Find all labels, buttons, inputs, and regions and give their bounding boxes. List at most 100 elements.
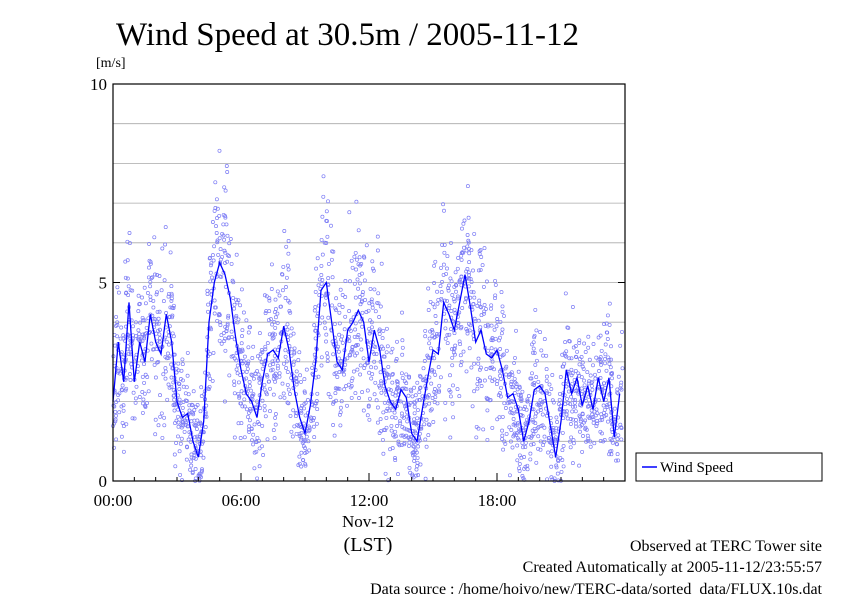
data-point <box>573 368 578 373</box>
data-point <box>602 357 607 362</box>
data-point <box>217 148 222 153</box>
data-point <box>608 365 613 370</box>
data-point <box>579 355 584 359</box>
data-point <box>453 270 458 275</box>
data-point <box>426 393 431 398</box>
data-point <box>365 388 370 393</box>
data-point <box>350 348 355 352</box>
data-point <box>384 350 389 355</box>
data-point <box>281 391 286 396</box>
data-point <box>303 462 308 467</box>
data-point <box>273 379 278 384</box>
data-point <box>258 356 262 361</box>
data-point <box>513 423 518 428</box>
data-point <box>486 324 490 329</box>
data-point <box>121 408 126 413</box>
data-point <box>542 439 547 444</box>
data-point <box>292 424 297 429</box>
data-point <box>411 438 416 443</box>
data-point <box>247 380 252 384</box>
data-point <box>507 425 512 430</box>
data-point <box>578 429 582 434</box>
data-point <box>416 444 421 449</box>
data-point <box>324 339 328 344</box>
data-point <box>393 415 398 420</box>
data-point <box>201 455 206 460</box>
data-point <box>381 346 386 351</box>
data-point <box>538 330 543 335</box>
data-point <box>440 242 445 247</box>
data-point <box>385 344 390 349</box>
data-point <box>140 315 145 320</box>
data-point <box>445 341 450 346</box>
data-point <box>290 434 295 439</box>
data-point <box>581 366 586 371</box>
data-point <box>472 316 477 321</box>
data-point <box>525 399 530 404</box>
data-point <box>255 435 260 440</box>
data-point <box>338 410 343 415</box>
data-point <box>224 326 229 331</box>
data-point <box>456 296 460 301</box>
data-point <box>426 286 431 291</box>
data-point <box>142 380 147 385</box>
data-point <box>573 404 578 409</box>
data-point <box>154 321 159 326</box>
data-point <box>542 434 547 439</box>
data-point <box>563 291 568 296</box>
data-point <box>187 408 192 413</box>
data-point <box>418 462 423 467</box>
data-point <box>262 382 267 387</box>
data-point <box>161 299 166 304</box>
data-point <box>244 318 249 323</box>
data-point <box>298 373 303 378</box>
data-point <box>452 299 457 304</box>
data-point <box>247 424 252 429</box>
data-point <box>325 355 330 360</box>
data-point <box>315 391 320 396</box>
data-point <box>338 405 343 410</box>
data-point <box>400 345 405 350</box>
data-point <box>538 408 543 412</box>
data-point <box>374 398 379 403</box>
data-point <box>603 361 607 366</box>
data-point <box>547 391 552 396</box>
data-point <box>165 397 170 402</box>
data-point <box>333 363 338 368</box>
data-point <box>573 421 578 426</box>
data-point <box>393 456 397 460</box>
data-point <box>436 365 441 370</box>
data-point <box>450 293 455 297</box>
data-point <box>384 326 389 331</box>
data-point <box>404 372 409 377</box>
data-point <box>375 405 380 410</box>
data-point <box>202 414 207 419</box>
data-point <box>603 352 608 357</box>
data-point <box>239 287 244 292</box>
data-point <box>156 423 161 428</box>
data-point <box>377 385 382 390</box>
data-point <box>151 298 156 303</box>
data-point <box>259 360 264 364</box>
data-point <box>520 474 525 478</box>
data-point <box>273 347 278 352</box>
data-point <box>133 400 138 405</box>
data-point <box>412 385 417 390</box>
data-point <box>282 395 287 400</box>
data-point <box>192 450 197 455</box>
data-point <box>375 248 380 253</box>
data-point <box>374 352 379 356</box>
data-point <box>570 305 575 309</box>
data-point <box>249 426 254 431</box>
data-point <box>286 401 291 406</box>
data-point <box>116 393 121 397</box>
data-point <box>498 373 503 378</box>
data-point <box>269 262 274 267</box>
data-point <box>314 266 319 271</box>
data-point <box>570 461 575 466</box>
data-point <box>494 324 499 329</box>
data-point <box>353 250 358 255</box>
data-point <box>466 240 471 245</box>
data-point <box>604 413 609 418</box>
data-point <box>142 318 147 323</box>
